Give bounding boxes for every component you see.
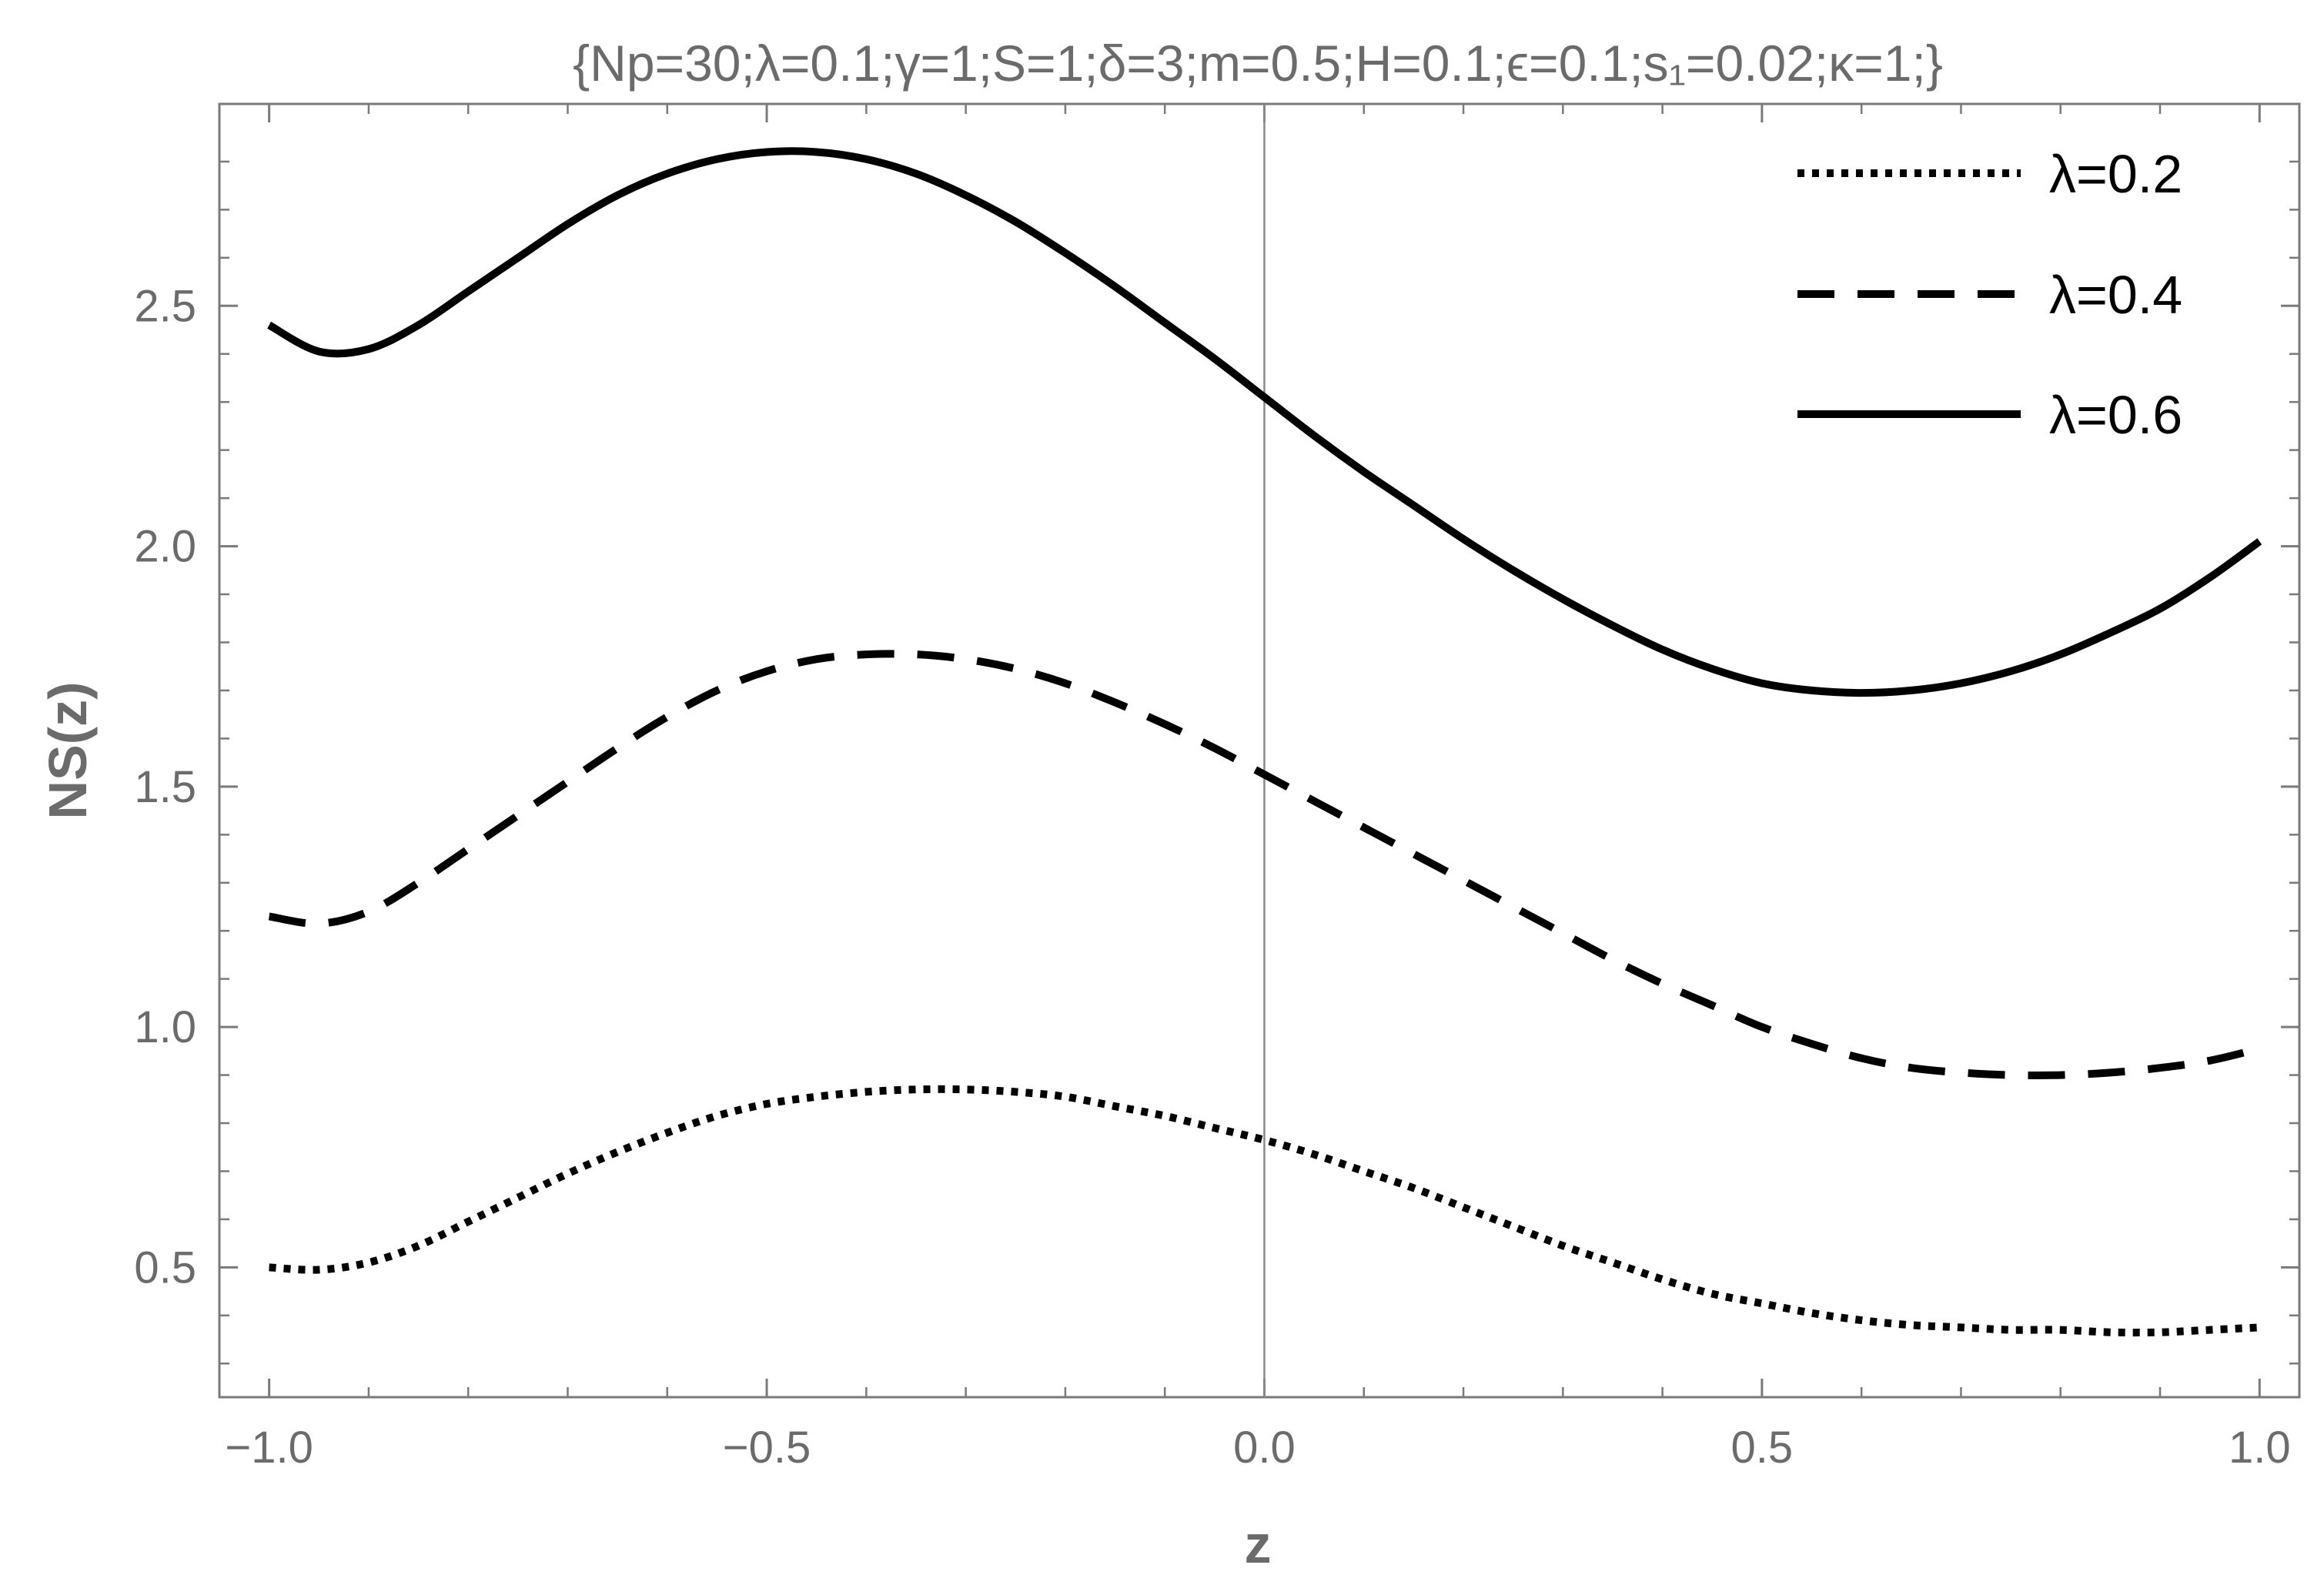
legend-label-3: λ=0.6 — [2049, 385, 2182, 445]
series-lines — [267, 147, 2262, 1337]
y-tick-label: 0.5 — [134, 1242, 196, 1292]
y-tick-labels: 0.5 1.0 1.5 2.0 2.5 — [134, 281, 196, 1292]
y-tick-label: 1.5 — [134, 762, 196, 812]
legend-label-2: λ=0.4 — [2049, 265, 2182, 325]
legend: λ=0.2 λ=0.4 λ=0.6 — [1797, 144, 2182, 445]
x-tick-label: 0.0 — [1233, 1423, 1296, 1473]
series-line-3 — [267, 147, 2262, 697]
x-tick-labels: −1.0 −0.5 0.0 0.5 1.0 — [225, 1423, 2290, 1473]
series-line-1 — [269, 1085, 2260, 1337]
x-tick-label: −0.5 — [723, 1423, 811, 1473]
x-tick-label: 1.0 — [2229, 1423, 2291, 1473]
legend-label-1: λ=0.2 — [2049, 144, 2182, 204]
y-tick-label: 2.5 — [134, 281, 196, 331]
plot-frame — [218, 102, 2301, 1399]
y-tick-label: 2.0 — [134, 522, 196, 572]
y-axis-label: NS(z) — [38, 682, 98, 820]
y-tick-label: 1.0 — [134, 1002, 196, 1052]
chart-title: {Np=30;λ=0.1;γ=1;S=1;δ=3;m=0.5;H=0.1;ϵ=0… — [573, 35, 1943, 92]
series-line-2 — [268, 650, 2261, 1079]
x-tick-label: 0.5 — [1731, 1423, 1794, 1473]
axis-ticks — [219, 104, 2299, 1397]
x-tick-label: −1.0 — [225, 1423, 313, 1473]
x-axis-label: z — [1245, 1514, 1272, 1574]
